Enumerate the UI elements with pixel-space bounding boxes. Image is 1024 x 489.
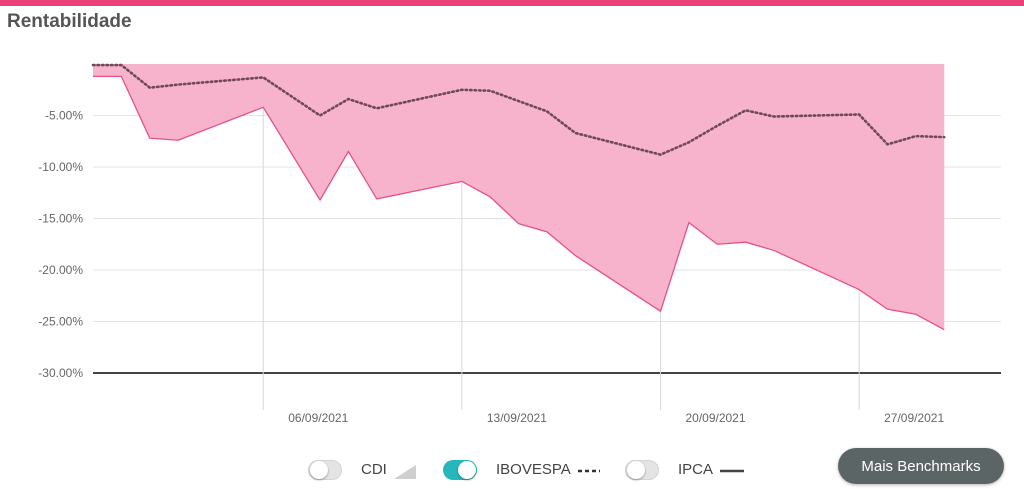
legend: CDI IBOVESPA IPCA — [0, 453, 1024, 487]
toggle-knob — [627, 461, 645, 479]
top-accent-bar — [0, 0, 1024, 6]
fund-area-fill — [93, 64, 945, 330]
y-tick-label: -25.00% — [38, 315, 83, 329]
x-tick-label: 20/09/2021 — [685, 411, 745, 425]
fund-area-line — [93, 75, 945, 331]
cdi-area-icon — [394, 465, 416, 479]
y-tick-label: -5.00% — [45, 109, 83, 123]
ibovespa-dashed-line-icon — [578, 469, 600, 473]
x-tick-label: 13/09/2021 — [487, 411, 547, 425]
y-tick-label: -20.00% — [38, 263, 83, 277]
legend-label-ipca: IPCA — [678, 461, 714, 478]
ibovespa-series-line — [91, 63, 946, 157]
toggle-knob — [458, 461, 476, 479]
x-tick-label: 27/09/2021 — [884, 411, 944, 425]
y-tick-label: -15.00% — [38, 212, 83, 226]
ibovespa-toggle[interactable] — [443, 460, 477, 480]
y-tick-label: -10.00% — [38, 160, 83, 174]
y-tick-label: -30.00% — [38, 366, 83, 380]
toggle-knob — [310, 461, 328, 479]
ipca-solid-line-icon — [720, 469, 744, 473]
cdi-toggle[interactable] — [308, 460, 342, 480]
page-title: Rentabilidade — [7, 11, 132, 32]
legend-label-cdi: CDI — [361, 461, 387, 478]
chart-area: -5.00% -10.00% -15.00% -20.00% -25.00% -30.00… — [38, 63, 1001, 425]
legend-label-ibovespa: IBOVESPA — [496, 461, 571, 478]
ipca-toggle[interactable] — [625, 460, 659, 480]
more-benchmarks-button[interactable]: Mais Benchmarks — [838, 448, 1004, 484]
x-tick-label: 06/09/2021 — [288, 411, 348, 425]
